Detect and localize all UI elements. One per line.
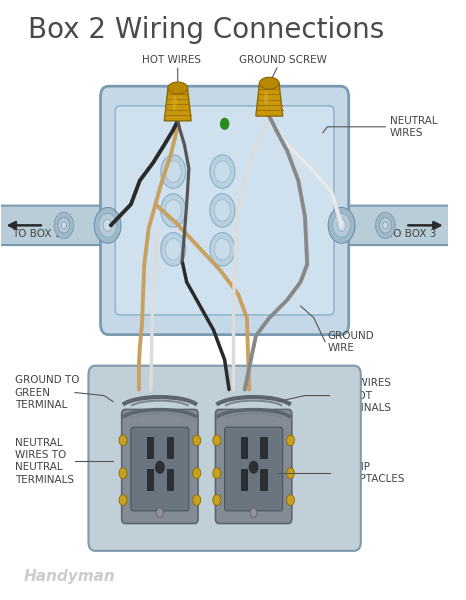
Circle shape xyxy=(156,508,164,518)
FancyBboxPatch shape xyxy=(215,409,292,524)
Ellipse shape xyxy=(172,95,177,110)
Circle shape xyxy=(193,435,201,446)
Circle shape xyxy=(213,468,221,479)
FancyBboxPatch shape xyxy=(131,427,189,511)
Circle shape xyxy=(249,461,259,474)
Text: GROUND
WIRE: GROUND WIRE xyxy=(327,331,374,353)
Text: HOT WIRES
TO HOT
TERMINALS: HOT WIRES TO HOT TERMINALS xyxy=(332,378,391,413)
Circle shape xyxy=(376,212,395,238)
Circle shape xyxy=(58,218,70,233)
Circle shape xyxy=(214,161,230,182)
Circle shape xyxy=(165,238,181,260)
Circle shape xyxy=(210,233,235,266)
Ellipse shape xyxy=(168,82,187,94)
Bar xyxy=(240,469,247,490)
FancyBboxPatch shape xyxy=(101,86,349,335)
Circle shape xyxy=(337,220,346,232)
Bar xyxy=(260,469,267,490)
Circle shape xyxy=(103,220,112,232)
Text: GROUND TO
GREEN
TERMINAL: GROUND TO GREEN TERMINAL xyxy=(15,375,79,410)
FancyBboxPatch shape xyxy=(89,365,361,551)
Circle shape xyxy=(161,194,186,227)
Polygon shape xyxy=(256,83,283,116)
Circle shape xyxy=(328,208,355,243)
Circle shape xyxy=(193,468,201,479)
Circle shape xyxy=(119,435,127,446)
Circle shape xyxy=(287,494,295,505)
Circle shape xyxy=(119,494,127,505)
Circle shape xyxy=(99,214,116,237)
Text: NEUTRAL
WIRES: NEUTRAL WIRES xyxy=(390,116,438,138)
Circle shape xyxy=(94,208,121,243)
Circle shape xyxy=(214,200,230,221)
Circle shape xyxy=(287,435,295,446)
Circle shape xyxy=(287,468,295,479)
Text: NEUTRAL
WIRES TO
NEUTRAL
TERMINALS: NEUTRAL WIRES TO NEUTRAL TERMINALS xyxy=(15,437,74,485)
FancyBboxPatch shape xyxy=(336,206,461,245)
Bar xyxy=(260,437,267,458)
Circle shape xyxy=(54,212,74,238)
Circle shape xyxy=(61,222,67,229)
Ellipse shape xyxy=(264,91,268,106)
Text: TO BOX 1: TO BOX 1 xyxy=(13,229,62,239)
FancyBboxPatch shape xyxy=(225,427,283,511)
Circle shape xyxy=(214,238,230,260)
Text: Box 2 Wiring Connections: Box 2 Wiring Connections xyxy=(28,16,384,44)
Circle shape xyxy=(165,161,181,182)
Circle shape xyxy=(119,468,127,479)
FancyBboxPatch shape xyxy=(122,409,198,524)
Bar xyxy=(240,437,247,458)
Bar xyxy=(166,437,173,458)
Text: TO BOX 3: TO BOX 3 xyxy=(387,229,437,239)
Circle shape xyxy=(161,155,186,188)
FancyBboxPatch shape xyxy=(0,206,115,245)
Circle shape xyxy=(210,155,235,188)
Bar xyxy=(166,469,173,490)
Bar xyxy=(147,437,153,458)
Circle shape xyxy=(220,118,229,129)
Circle shape xyxy=(210,194,235,227)
Text: 15-AMP
RECEPTACLES: 15-AMP RECEPTACLES xyxy=(332,462,404,484)
Text: GROUND SCREW: GROUND SCREW xyxy=(239,55,327,65)
Circle shape xyxy=(379,218,391,233)
Circle shape xyxy=(250,508,257,518)
Circle shape xyxy=(193,494,201,505)
Circle shape xyxy=(161,233,186,266)
Polygon shape xyxy=(164,88,191,121)
Circle shape xyxy=(165,200,181,221)
Circle shape xyxy=(213,435,221,446)
Ellipse shape xyxy=(260,77,279,89)
Circle shape xyxy=(333,214,350,237)
Text: HOT WIRES: HOT WIRES xyxy=(142,55,200,65)
FancyBboxPatch shape xyxy=(115,106,334,315)
Circle shape xyxy=(383,222,388,229)
Text: Handyman: Handyman xyxy=(24,569,116,584)
Circle shape xyxy=(155,461,165,474)
Bar xyxy=(147,469,153,490)
Circle shape xyxy=(213,494,221,505)
